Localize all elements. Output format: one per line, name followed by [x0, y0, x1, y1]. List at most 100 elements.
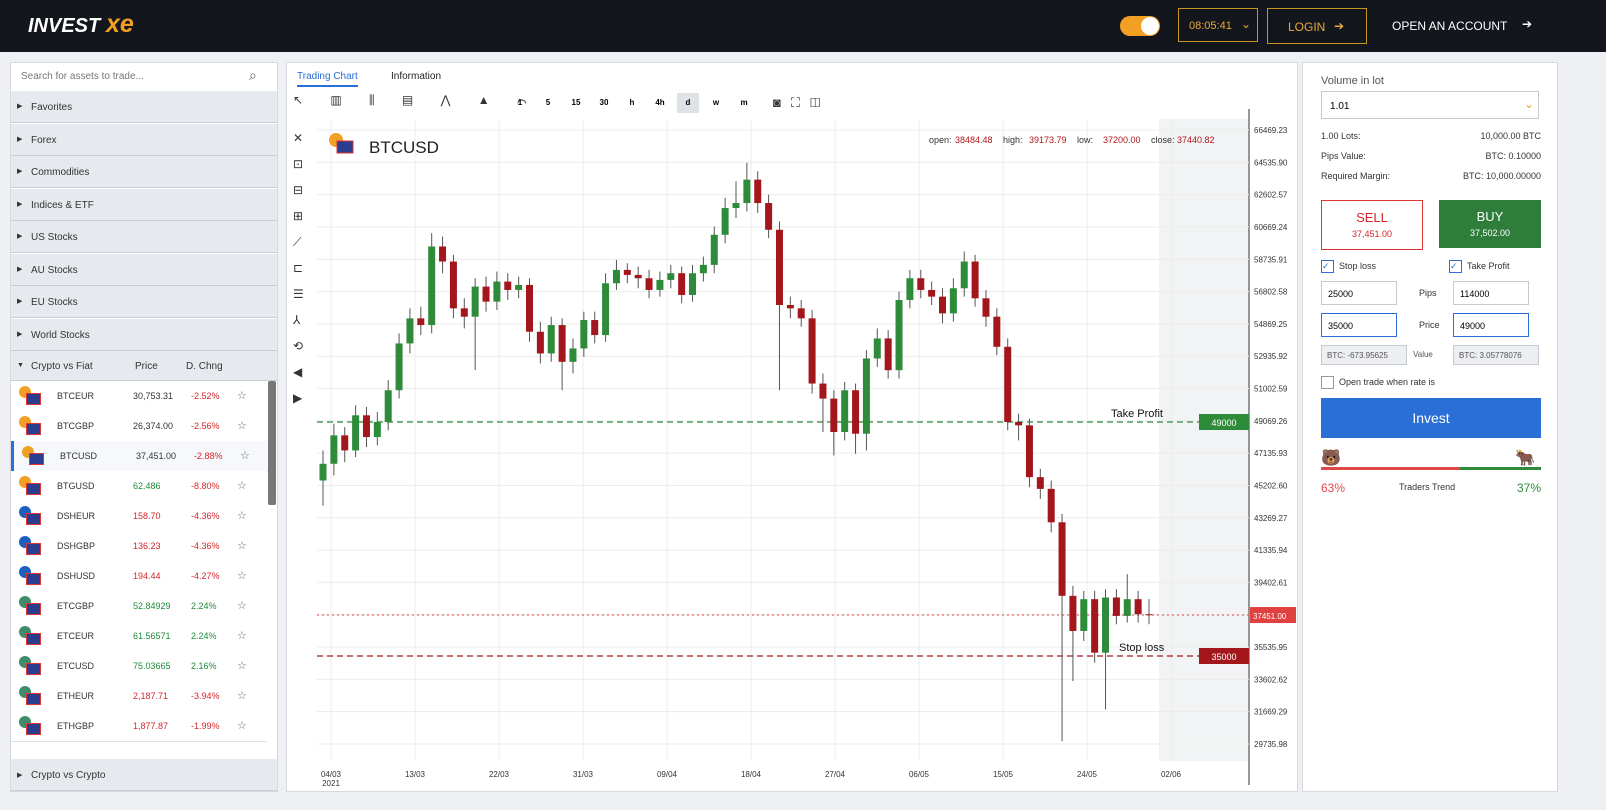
sl-price-input[interactable]: 35000: [1321, 313, 1397, 337]
asset-row[interactable]: BTCEUR 30,753.31 -2.52% ☆: [11, 381, 267, 412]
category[interactable]: ▶ US Stocks: [11, 221, 277, 253]
y-tick-label: 54869.25: [1254, 320, 1288, 329]
stop-loss-check[interactable]: ✓: [1321, 260, 1334, 273]
asset-price: 37,451.00: [136, 451, 177, 461]
category[interactable]: ▶ Forex: [11, 123, 277, 156]
group-label: Crypto vs Fiat: [31, 361, 93, 372]
y-tick-label: 52935.92: [1254, 352, 1288, 361]
asset-row[interactable]: ETCEUR 61.56571 2.24% ☆: [11, 621, 267, 652]
logo-xe: xe: [106, 10, 134, 38]
x-tick-label: 04/03: [321, 770, 342, 779]
category[interactable]: ▶ Indices & ETF: [11, 188, 277, 221]
sell-button[interactable]: SELL 37,451.00: [1321, 200, 1423, 250]
asset-row[interactable]: DSHEUR 158.70 -4.36% ☆: [11, 501, 267, 532]
value-text: BTC: 3.05778076: [1459, 351, 1522, 360]
tab[interactable]: Information: [391, 71, 442, 82]
timeframe-button[interactable]: 4h: [655, 98, 665, 107]
candle-body: [732, 203, 740, 209]
candle-body: [710, 234, 718, 265]
toggle-knob: [1141, 17, 1159, 35]
take-profit-check[interactable]: ✓: [1449, 260, 1462, 273]
favorite-star[interactable]: ☆: [237, 510, 247, 522]
asset-row[interactable]: BTCUSD 37,451.00 -2.88% ☆: [11, 441, 270, 472]
timeframe-button[interactable]: h: [629, 98, 635, 107]
candle-body: [699, 264, 707, 274]
asset-price: 61.56571: [133, 631, 171, 641]
favorite-star[interactable]: ☆: [237, 690, 247, 702]
asset-row[interactable]: ETHGBP 1,877.87 -1.99% ☆: [11, 711, 267, 742]
favorite-star[interactable]: ☆: [237, 570, 247, 582]
category[interactable]: ▶ AU Stocks: [11, 253, 277, 286]
asset-row[interactable]: BTGUSD 62.486 -8.80% ☆: [11, 471, 267, 502]
timeframe-button[interactable]: 1: [517, 98, 523, 107]
category[interactable]: ▶ Commodities: [11, 156, 277, 188]
timeframe-button[interactable]: w: [712, 98, 720, 107]
candle-body: [547, 325, 555, 354]
time-box[interactable]: 08:05:41 ⌄: [1178, 8, 1258, 42]
x-tick-label: 18/04: [741, 770, 762, 779]
timeframe-button[interactable]: 5: [545, 98, 551, 107]
asset-row[interactable]: DSHUSD 194.44 -4.27% ☆: [11, 561, 267, 592]
asset-name: ETHGBP: [57, 721, 95, 731]
asset-icon: [19, 506, 41, 525]
invest-button[interactable]: Invest: [1321, 398, 1541, 438]
open-when-check[interactable]: [1321, 376, 1334, 389]
login-button[interactable]: LOGIN ➔: [1267, 8, 1367, 44]
candle-body: [862, 358, 870, 434]
asset-price: 158.70: [133, 511, 161, 521]
candle-body: [775, 229, 783, 305]
timeframe-button[interactable]: 30: [599, 98, 609, 107]
candle-body: [515, 284, 523, 290]
favorite-star[interactable]: ☆: [237, 600, 247, 612]
favorite-star[interactable]: ☆: [237, 630, 247, 642]
asset-change: -2.52%: [191, 391, 220, 401]
expand-arrow: ▶: [17, 135, 23, 143]
favorite-star[interactable]: ☆: [240, 450, 250, 462]
asset-row[interactable]: ETCGBP 52.84929 2.24% ☆: [11, 591, 267, 622]
candle-body: [580, 320, 588, 349]
candle-body: [765, 203, 773, 230]
sl-price-input-text: 35000: [1328, 321, 1354, 331]
stop-loss-value: 35000: [1211, 652, 1236, 662]
candle-body: [428, 246, 436, 326]
favorite-star[interactable]: ☆: [237, 420, 247, 432]
volume-select[interactable]: 1.01 ⌄: [1321, 91, 1539, 119]
asset-row[interactable]: ETHEUR 2,187.71 -3.94% ☆: [11, 681, 267, 712]
icon-b: [26, 513, 41, 525]
buy-button[interactable]: BUY 37,502.00: [1439, 200, 1541, 248]
asset-row[interactable]: DSHGBP 136.23 -4.36% ☆: [11, 531, 267, 562]
top-bar: INVEST xe 08:05:41 ⌄ LOGIN ➔ OPEN AN ACCOUNT ➔: [0, 0, 1606, 52]
favorite-star[interactable]: ☆: [237, 540, 247, 552]
favorite-star[interactable]: ☆: [237, 720, 247, 732]
icon-b: [26, 483, 41, 495]
footer-group[interactable]: ▶ Crypto vs Crypto: [11, 759, 277, 791]
favorite-star[interactable]: ☆: [237, 660, 247, 672]
chart-title: BTCUSD: [369, 138, 439, 157]
search-placeholder: Search for assets to trade...: [21, 71, 144, 82]
category[interactable]: ▶ World Stocks: [11, 318, 277, 351]
timeframe-button[interactable]: 15: [571, 98, 581, 107]
category[interactable]: ▶ Favorites: [11, 91, 277, 123]
stop-loss-label: Stop loss: [1119, 642, 1165, 654]
y-tick-label: 60669.24: [1254, 223, 1288, 232]
category[interactable]: ▶ EU Stocks: [11, 286, 277, 318]
tp-price-input[interactable]: 49000: [1453, 313, 1529, 337]
asset-name: ETCGBP: [57, 601, 95, 611]
open-account[interactable]: OPEN AN ACCOUNT: [1392, 19, 1508, 33]
search-box[interactable]: Search for assets to trade... ⌕: [11, 63, 277, 92]
footer-label: Crypto vs Crypto: [31, 770, 106, 781]
theme-toggle[interactable]: [1120, 16, 1160, 36]
asset-row[interactable]: ETCUSD 75.03665 2.16% ☆: [11, 651, 267, 682]
favorite-star[interactable]: ☆: [237, 390, 247, 402]
timeframe-button[interactable]: d: [677, 93, 699, 113]
timeframe-button[interactable]: m: [740, 98, 748, 107]
candle-body: [971, 261, 979, 299]
asset-icon: [22, 446, 44, 465]
tab[interactable]: Trading Chart: [297, 71, 358, 87]
asset-row[interactable]: BTCGBP 26,374.00 -2.56% ☆: [11, 411, 267, 442]
tp-pips-input[interactable]: 114000: [1453, 281, 1529, 305]
favorite-star[interactable]: ☆: [237, 480, 247, 492]
sl-pips-input[interactable]: 25000: [1321, 281, 1397, 305]
candle-body: [819, 383, 827, 399]
category-label: Commodities: [31, 167, 90, 178]
